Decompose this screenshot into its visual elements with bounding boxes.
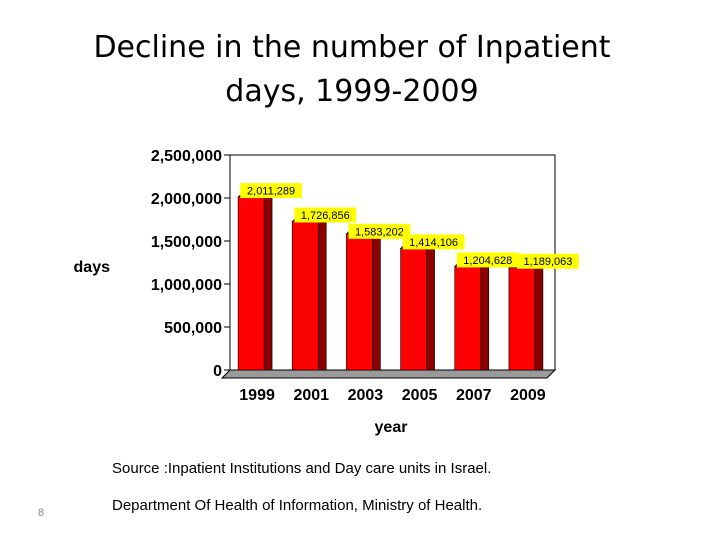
bar-2001	[291, 212, 327, 371]
bar-front	[400, 248, 427, 371]
y-axis-ticks: 0 500,000 1,000,000 1,500,000 2,000,000 2,500…	[151, 148, 230, 380]
bar-front	[291, 221, 319, 371]
bar-side	[263, 188, 273, 371]
data-label-box	[348, 223, 411, 239]
x-axis-title: year	[375, 419, 408, 436]
bar-side	[426, 239, 435, 371]
source-note-line-2: Department Of Health of Information, Min…	[112, 497, 483, 514]
page-number: 8	[38, 507, 45, 519]
data-label-box	[402, 234, 465, 250]
data-label-box	[294, 207, 357, 223]
x-tick-label: 2005	[402, 387, 438, 404]
data-label-text: 1,726,856	[301, 210, 350, 222]
x-axis-ticks: 1999 2001 2003 2005 2007 2009	[239, 387, 546, 404]
slide-title: Decline in the number of Inpatient days,…	[0, 26, 704, 114]
slide-title-line-1: Decline in the number of Inpatient	[93, 30, 611, 65]
bar-side	[534, 259, 544, 371]
data-label-text: 1,204,628	[463, 255, 512, 267]
data-label-2005: 1,414,106	[402, 234, 465, 250]
y-tick-label: 2,000,000	[151, 191, 222, 208]
x-tick-label: 2001	[293, 387, 329, 404]
data-label-2001: 1,726,856	[294, 207, 357, 223]
data-label-2007: 1,204,628	[456, 252, 519, 268]
bar-side	[480, 257, 490, 371]
bar-side	[372, 225, 381, 371]
bar-side	[317, 212, 327, 371]
data-label-2003: 1,583,202	[348, 223, 411, 239]
bar-front	[508, 267, 536, 371]
bar-2005	[399, 239, 436, 371]
bar-1999	[237, 188, 273, 371]
plot-floor	[220, 369, 557, 379]
data-label-text: 1,583,202	[355, 226, 404, 238]
data-label-1999: 2,011,289	[240, 183, 302, 199]
data-label-box	[517, 253, 579, 269]
y-axis-title: days	[74, 259, 111, 276]
bar-2003	[345, 225, 382, 371]
x-tick-label: 2009	[510, 387, 546, 404]
y-tick-label: 2,500,000	[151, 148, 222, 165]
y-tick-label: 500,000	[164, 320, 222, 337]
x-tick-label: 2003	[348, 387, 384, 404]
source-note-line-1: Source :Inpatient Institutions and Day c…	[112, 460, 492, 477]
data-labels: 2,011,289 1,726,856 1,583,202 1,414,106 1,20…	[240, 183, 579, 269]
y-tick-label: 0	[213, 363, 222, 380]
data-label-text: 1,189,063	[523, 256, 572, 268]
y-tick-label: 1,000,000	[151, 277, 222, 294]
x-tick-label: 1999	[239, 387, 275, 404]
data-label-2009: 1,189,063	[517, 253, 579, 269]
bar-front	[454, 266, 482, 371]
bar-front	[237, 196, 265, 371]
x-tick-label: 2007	[456, 387, 492, 404]
bar-2009	[508, 259, 544, 371]
y-tick-label: 1,500,000	[151, 234, 222, 251]
data-label-text: 2,011,289	[247, 186, 295, 198]
slide-title-line-2: days, 1999-2009	[225, 74, 479, 109]
data-label-box	[240, 183, 302, 199]
data-label-box	[456, 252, 519, 268]
bar-front	[346, 233, 373, 371]
data-label-text: 1,414,106	[409, 237, 458, 249]
bar-2007	[454, 257, 490, 371]
